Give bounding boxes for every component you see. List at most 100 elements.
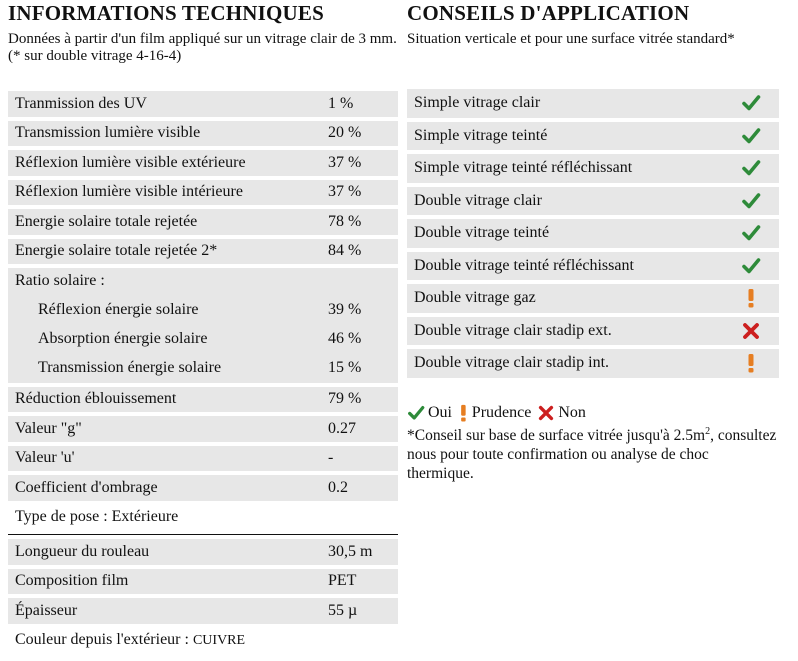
advice-row: Simple vitrage teinté réfléchissant [407,154,779,183]
row-label: Composition film [15,572,129,590]
table-row: Longueur du rouleau 30,5 m [8,539,398,565]
row-label: Transmission énergie solaire [38,358,222,376]
advice-label: Simple vitrage clair [414,94,541,112]
status-mark [723,93,779,113]
row-value: - [328,449,334,467]
table-row: Réflexion lumière visible extérieure 37 … [8,150,398,176]
legend-oui-label: Oui [428,403,452,421]
row-label: Tranmission des UV [15,94,147,112]
advice-row: Double vitrage gaz [407,284,779,313]
status-mark [723,256,779,276]
advice-label: Double vitrage gaz [414,289,536,307]
row-value: 20 % [328,124,362,142]
table-row: Transmission lumière visible 20 % [8,120,398,146]
section-divider [8,534,398,535]
note-sup: 2 [705,425,711,437]
table-row: Valeur "g" 0.27 [8,416,398,442]
pose-label: Type de pose : Extérieure [15,508,179,526]
row-label: Coefficient d'ombrage [15,478,158,496]
advice-row: Double vitrage teinté réfléchissant [407,251,779,280]
application-advice-section: CONSEILS D'APPLICATION Situation vertica… [407,0,779,482]
row-value: 37 % [328,183,362,201]
advice-label: Double vitrage teinté réfléchissant [414,256,634,274]
row-label: Épaisseur [15,601,78,619]
advice-row: Double vitrage teinté [407,219,779,248]
application-advice-title: CONSEILS D'APPLICATION [407,1,690,25]
row-value: 78 % [328,212,362,230]
pose-row: Type de pose : Extérieure [8,505,398,531]
technical-info-subtitle: Données à partir d'un film appliqué sur … [8,31,397,64]
status-mark [723,321,779,341]
table-row: Réduction éblouissement 79 % [8,386,398,412]
row-value: 0.2 [328,478,348,496]
note-prefix: *Conseil sur base de surface vitrée jusq… [407,426,706,444]
advice-row: Double vitrage clair stadip int. [407,349,779,378]
table-row: Valeur 'u' - [8,445,398,471]
row-value: 15 % [328,358,362,376]
advice-label: Double vitrage clair [414,191,542,209]
exclamation-icon [745,353,757,373]
couleur-line: Couleur depuis l'extérieur : CUIVRE [8,631,398,649]
technical-info-section: INFORMATIONS TECHNIQUES Données à partir… [8,0,398,648]
row-value: 55 µ [328,601,358,619]
legend-prudence: Prudence [458,404,531,422]
row-value: 39 % [328,300,362,318]
technical-info-title: INFORMATIONS TECHNIQUES [8,1,324,25]
check-icon [741,256,761,276]
row-label: Réflexion lumière visible extérieure [15,153,246,171]
status-mark [723,126,779,146]
advice-label: Double vitrage teinté [414,224,550,242]
ratio-solaire-group: Ratio solaire : Réflexion énergie solair… [8,268,398,383]
legend-oui: Oui [407,404,452,422]
table-row: Absorption énergie solaire 46 % [8,326,398,352]
row-value: 1 % [328,94,354,112]
legend-prudence-label: Prudence [471,403,532,421]
legend-non: Non [537,404,586,422]
row-label: Réduction éblouissement [15,390,177,408]
row-label: Réflexion lumière visible intérieure [15,183,243,201]
row-value: PET [328,572,357,590]
row-value: 0.27 [328,419,356,437]
advice-label: Simple vitrage teinté [414,126,548,144]
check-icon [741,93,761,113]
advice-row: Simple vitrage teinté [407,121,779,150]
exclamation-icon [745,288,757,308]
note-suffix: , consultez nous pour toute confirmation… [407,426,777,482]
table-row: Réflexion énergie solaire 39 % [8,297,398,323]
row-label: Absorption énergie solaire [38,329,208,347]
row-label: Longueur du rouleau [15,542,150,560]
status-mark [723,223,779,243]
table-row: Réflexion lumière visible intérieure 37 … [8,179,398,205]
row-value: 37 % [328,153,362,171]
check-icon [741,126,761,146]
legend-non-label: Non [558,403,586,421]
ratio-header-row: Ratio solaire : [8,268,398,294]
advice-label: Double vitrage clair stadip int. [414,354,610,372]
exclamation-icon [458,404,469,422]
row-label: Réflexion énergie solaire [38,300,199,318]
row-label: Energie solaire totale rejetée [15,212,198,230]
cross-icon [537,404,555,422]
status-mark [723,191,779,211]
advice-label: Simple vitrage teinté réfléchissant [414,159,633,177]
advice-table: Simple vitrage clair Simple vitrage tein… [407,89,779,483]
row-label: Valeur "g" [15,419,82,437]
legend: Oui Prudence Non [407,404,779,422]
advice-row: Double vitrage clair stadip ext. [407,316,779,345]
status-mark [723,288,779,308]
table-row: Épaisseur 55 µ [8,598,398,624]
row-value: 46 % [328,329,362,347]
cross-icon [741,321,761,341]
couleur-value: CUIVRE [192,633,246,649]
row-label: Valeur 'u' [15,449,75,467]
row-label: Energie solaire totale rejetée 2* [15,242,218,260]
table-row: Composition film PET [8,568,398,594]
check-icon [407,404,425,422]
advice-row: Double vitrage clair [407,186,779,215]
technical-table: Tranmission des UV 1 % Transmission lumi… [8,91,398,657]
check-icon [741,223,761,243]
row-value: 79 % [328,390,362,408]
check-icon [741,191,761,211]
couleur-label: Couleur depuis l'extérieur : [15,631,193,649]
row-value: 30,5 m [328,542,373,560]
